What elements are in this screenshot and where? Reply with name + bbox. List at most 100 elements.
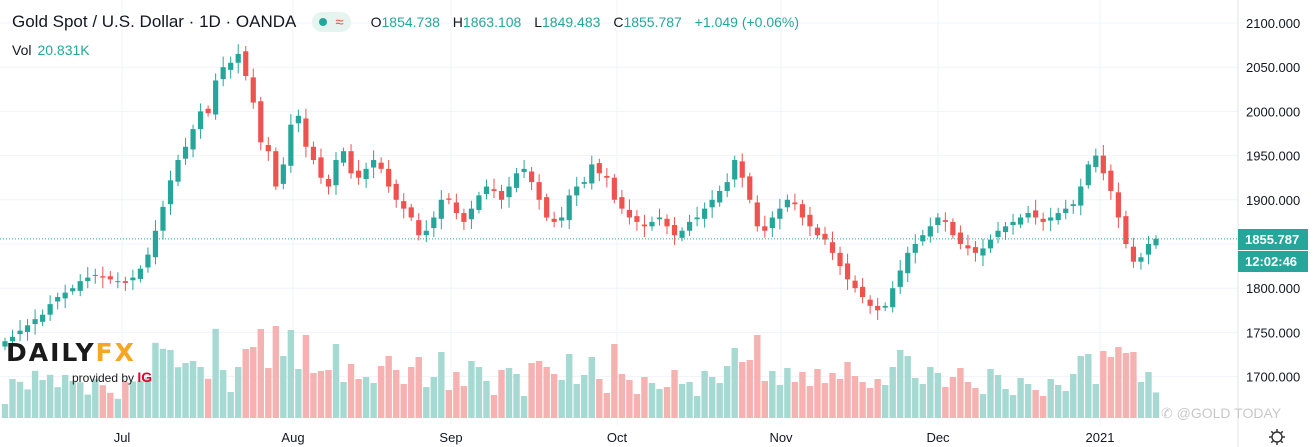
volume-bar — [340, 382, 347, 418]
volume-bar — [84, 394, 91, 418]
candle-body — [942, 220, 948, 222]
x-tick-label: Sep — [439, 430, 462, 445]
open-key: O — [370, 14, 382, 30]
volume-bar — [16, 381, 24, 418]
last-price-label: 1855.787 — [1238, 229, 1308, 250]
candle-body — [1130, 246, 1137, 262]
volume-bar — [483, 381, 490, 418]
volume-bar — [129, 381, 137, 418]
price-axis[interactable]: 2100.000 2050.000 2000.000 1950.000 1900.000… — [1237, 0, 1300, 447]
candle-body — [822, 233, 828, 240]
volume-bar — [69, 381, 76, 418]
volume-bar — [806, 386, 814, 418]
volume-bar — [1115, 347, 1122, 418]
candle-body — [1100, 155, 1106, 174]
candle-body — [529, 171, 535, 183]
volume-bar — [423, 387, 430, 418]
volume-bar — [355, 379, 362, 418]
volume-bar — [370, 383, 377, 418]
candle-body — [363, 168, 369, 180]
volume-label[interactable]: Vol — [12, 42, 32, 58]
volume-bar — [272, 326, 280, 418]
volume-bar — [1062, 391, 1069, 418]
volume-bar — [1032, 390, 1039, 418]
chart-grid — [0, 0, 1238, 425]
candle-body — [303, 118, 309, 147]
candle-body — [935, 217, 941, 225]
candle-body — [55, 297, 61, 302]
candle-body — [649, 221, 655, 227]
candle-body — [920, 235, 926, 242]
candle-body — [589, 164, 595, 184]
candle-body — [77, 281, 83, 291]
candle-body — [288, 124, 294, 166]
candle-body — [325, 179, 332, 187]
candle-body — [709, 199, 715, 208]
volume-bar — [844, 362, 851, 418]
volume-bar — [490, 395, 498, 418]
volume-value: 20.831K — [37, 42, 90, 58]
volume-bar — [174, 367, 182, 418]
candle-body — [521, 168, 527, 172]
candle-body — [957, 232, 964, 244]
candle-body — [243, 51, 249, 77]
volume-bar — [235, 367, 242, 418]
candle-body — [536, 182, 542, 200]
high-key: H — [452, 14, 463, 30]
candle-body — [2, 341, 8, 347]
volume-bar — [189, 361, 197, 418]
candle-body — [220, 67, 226, 80]
candle-body — [461, 213, 467, 222]
volume-bar — [204, 378, 212, 418]
volume-bar — [280, 356, 287, 418]
candle-body — [416, 220, 422, 236]
candle-body — [1145, 244, 1152, 255]
time-label: 12:02:46 — [1238, 251, 1308, 272]
volume-legend: Vol 20.831K — [12, 42, 90, 58]
volume-bar — [430, 377, 438, 418]
candle-body — [1048, 217, 1054, 221]
candle-body — [70, 288, 76, 292]
volume-bar — [626, 380, 633, 418]
volume-bar — [987, 369, 994, 418]
candle-body — [273, 151, 279, 187]
candle-body — [167, 180, 174, 205]
volume-bar — [739, 362, 746, 418]
candle-body — [679, 230, 685, 238]
candle-body — [664, 218, 670, 227]
candle-body — [702, 208, 708, 219]
candle-body — [386, 168, 392, 187]
candle-body — [205, 108, 211, 114]
candle-body — [47, 304, 53, 315]
volume-bar — [1017, 378, 1024, 418]
volume-bar — [836, 379, 844, 418]
volume-bar — [731, 348, 738, 418]
volume-bar — [212, 328, 219, 418]
candle-body — [1078, 186, 1084, 206]
candle-body — [686, 221, 693, 231]
market-status-badge[interactable]: ≈ — [312, 12, 351, 32]
candle-body — [1010, 221, 1016, 225]
volume-bar — [61, 375, 69, 418]
volume-bar — [1039, 396, 1047, 418]
volume-bar — [611, 344, 618, 418]
volume-bar — [889, 367, 896, 418]
volume-bar — [535, 361, 543, 418]
volume-bar — [994, 375, 1002, 418]
candle-body — [890, 288, 896, 308]
low-value: 1849.483 — [542, 14, 601, 30]
logo-brand-main: DAILY — [6, 338, 96, 367]
wave-icon: ≈ — [335, 13, 344, 31]
candle-body — [882, 305, 888, 308]
symbol-title[interactable]: Gold Spot / U.S. Dollar · 1D · OANDA — [12, 12, 297, 31]
volume-bars — [1, 326, 1160, 418]
volume-bar — [686, 382, 693, 418]
candle-body — [912, 244, 918, 253]
candle-body — [1040, 218, 1046, 222]
time-axis[interactable]: Jul Aug Sep Oct Nov Dec 2021 — [114, 430, 1115, 445]
candle-body — [747, 176, 753, 200]
candle-body — [348, 151, 354, 174]
candle-body — [604, 175, 610, 178]
settings-gear-icon[interactable] — [1269, 429, 1285, 445]
